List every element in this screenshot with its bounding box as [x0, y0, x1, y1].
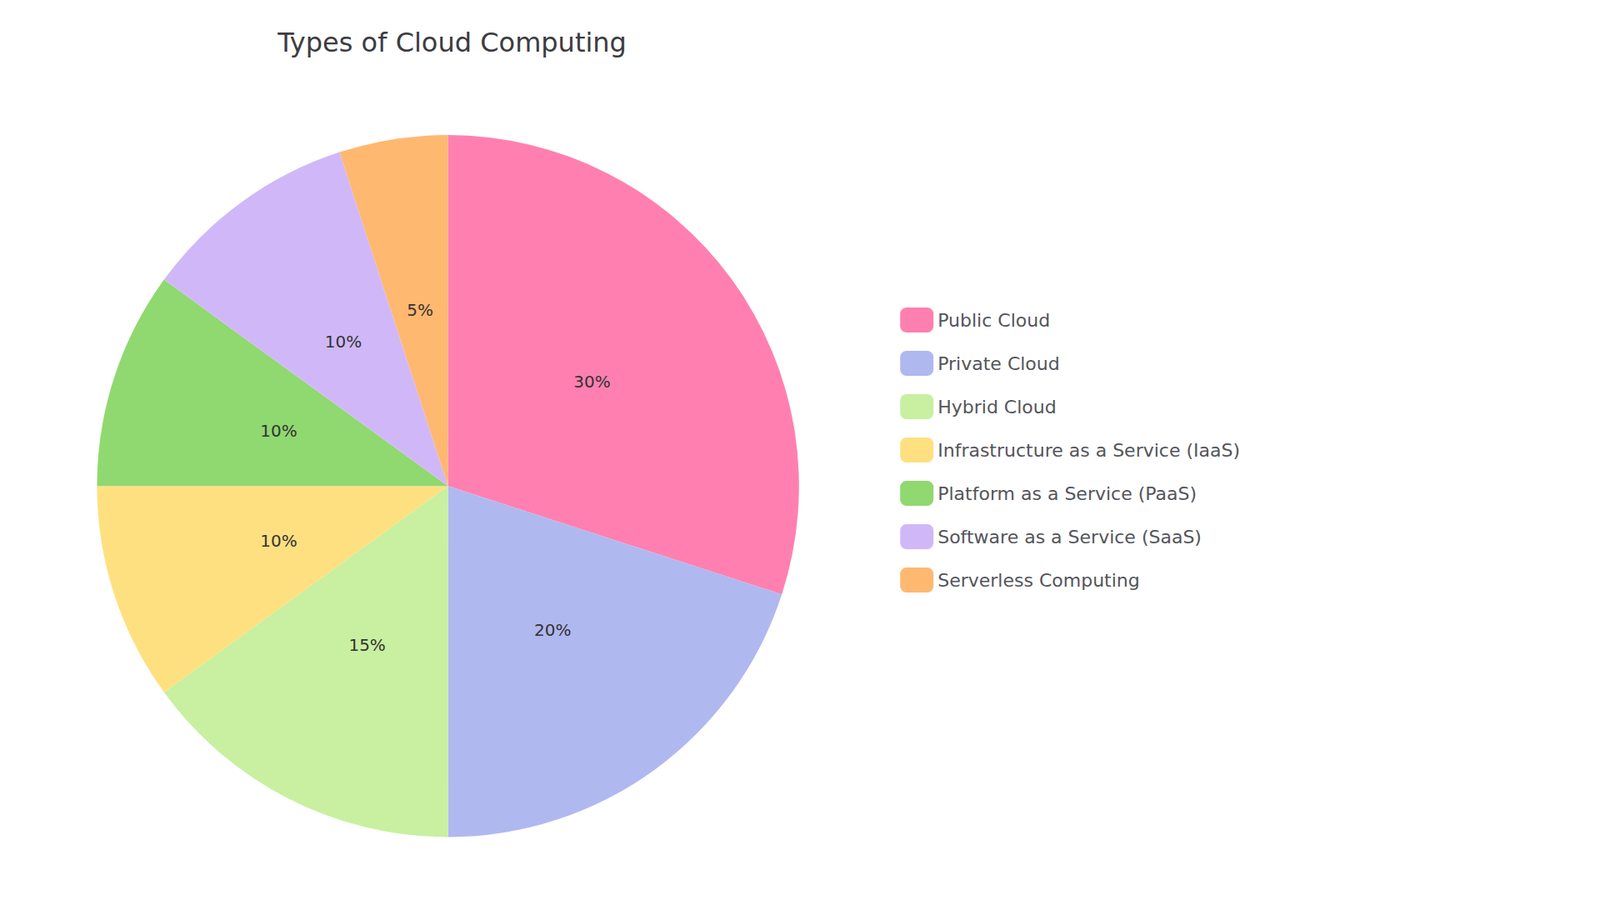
svg-text:5%: 5%	[406, 300, 434, 320]
svg-text:10%: 10%	[260, 530, 297, 551]
svg-text:Types of Cloud Computing: Types of Cloud Computing	[276, 26, 627, 59]
svg-text:Public Cloud: Public Cloud	[937, 310, 1050, 331]
svg-text:10%: 10%	[325, 331, 362, 352]
svg-text:Private Cloud: Private Cloud	[937, 353, 1060, 375]
svg-text:15%: 15%	[348, 635, 385, 655]
svg-text:Serverless Computing: Serverless Computing	[937, 570, 1140, 591]
svg-text:Infrastructure as a Service (I: Infrastructure as a Service (IaaS)	[937, 440, 1240, 461]
svg-text:20%: 20%	[534, 620, 571, 640]
svg-text:Software as a Service (SaaS): Software as a Service (SaaS)	[937, 526, 1202, 548]
svg-text:Platform as a Service (PaaS): Platform as a Service (PaaS)	[937, 483, 1197, 505]
svg-text:30%: 30%	[573, 371, 610, 392]
svg-text:10%: 10%	[260, 420, 297, 441]
svg-text:Hybrid Cloud: Hybrid Cloud	[937, 396, 1056, 418]
